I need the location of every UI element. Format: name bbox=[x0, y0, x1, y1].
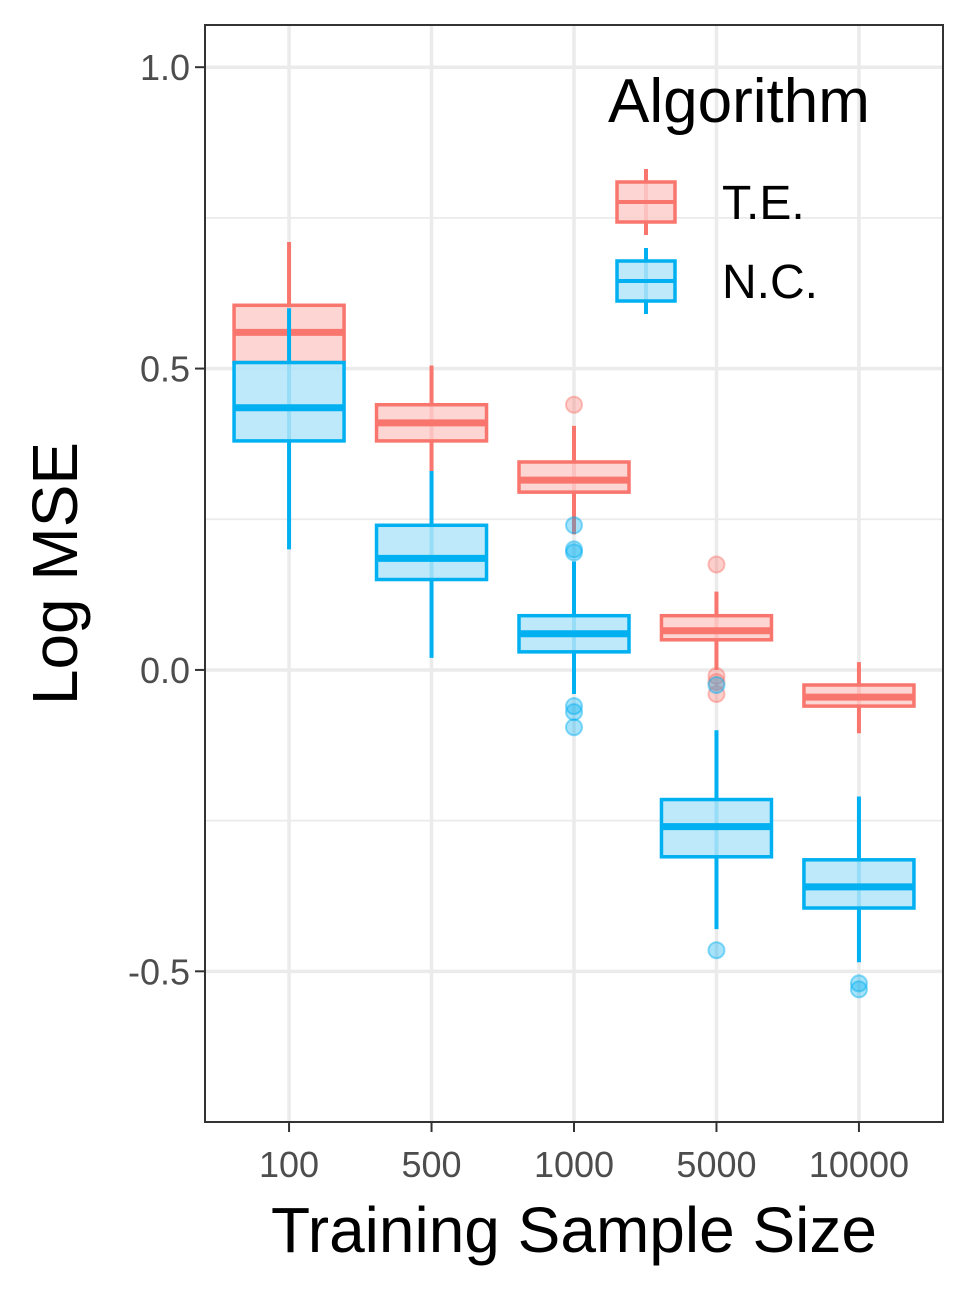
y-axis-title: Log MSE bbox=[19, 442, 91, 705]
outlier-point bbox=[565, 516, 583, 535]
series-nc bbox=[232, 308, 916, 999]
outlier-point bbox=[565, 540, 583, 559]
outlier-point bbox=[565, 703, 583, 722]
outlier-point bbox=[707, 672, 726, 691]
outlier-point bbox=[707, 685, 726, 704]
y-tick-label: 1.0 bbox=[140, 47, 190, 88]
y-tick-label: 0.5 bbox=[140, 349, 190, 390]
x-axis-title: Training Sample Size bbox=[271, 1194, 877, 1266]
outlier-point bbox=[849, 980, 868, 999]
legend-key-te: T.E. bbox=[615, 169, 805, 235]
y-axis: -0.5 0.0 0.5 1.0 bbox=[128, 47, 205, 992]
box bbox=[517, 516, 631, 737]
legend-key-nc: N.C. bbox=[615, 248, 818, 314]
box bbox=[517, 395, 631, 535]
box bbox=[659, 676, 774, 960]
outlier-point bbox=[707, 666, 726, 685]
box bbox=[659, 555, 774, 704]
outlier-point bbox=[707, 676, 726, 695]
box bbox=[232, 308, 346, 550]
box-body bbox=[232, 360, 346, 443]
plot-boxes bbox=[232, 241, 916, 999]
outlier-point bbox=[849, 974, 868, 993]
x-tick-label: 10000 bbox=[809, 1144, 909, 1185]
box bbox=[802, 796, 916, 999]
legend-title: Algorithm bbox=[608, 67, 870, 136]
outlier-point bbox=[707, 555, 726, 574]
x-tick-label: 1000 bbox=[534, 1144, 614, 1185]
x-tick-label: 100 bbox=[259, 1144, 319, 1185]
box bbox=[374, 471, 489, 658]
y-tick-label: -0.5 bbox=[128, 951, 190, 992]
outlier-point bbox=[565, 395, 583, 414]
legend-label: T.E. bbox=[722, 177, 805, 230]
outlier-point bbox=[565, 543, 583, 562]
box-body bbox=[374, 523, 489, 582]
box bbox=[374, 365, 489, 472]
outlier-point bbox=[707, 941, 726, 960]
box bbox=[802, 662, 916, 734]
x-axis: 100 500 1000 5000 10000 bbox=[259, 1122, 909, 1185]
legend-label: N.C. bbox=[722, 256, 818, 309]
x-tick-label: 5000 bbox=[676, 1144, 756, 1185]
x-tick-label: 500 bbox=[401, 1144, 461, 1185]
legend: Algorithm T.E. N.C. bbox=[608, 67, 870, 314]
y-tick-label: 0.0 bbox=[140, 650, 190, 691]
outlier-point bbox=[565, 697, 583, 716]
outlier-point bbox=[565, 718, 583, 737]
